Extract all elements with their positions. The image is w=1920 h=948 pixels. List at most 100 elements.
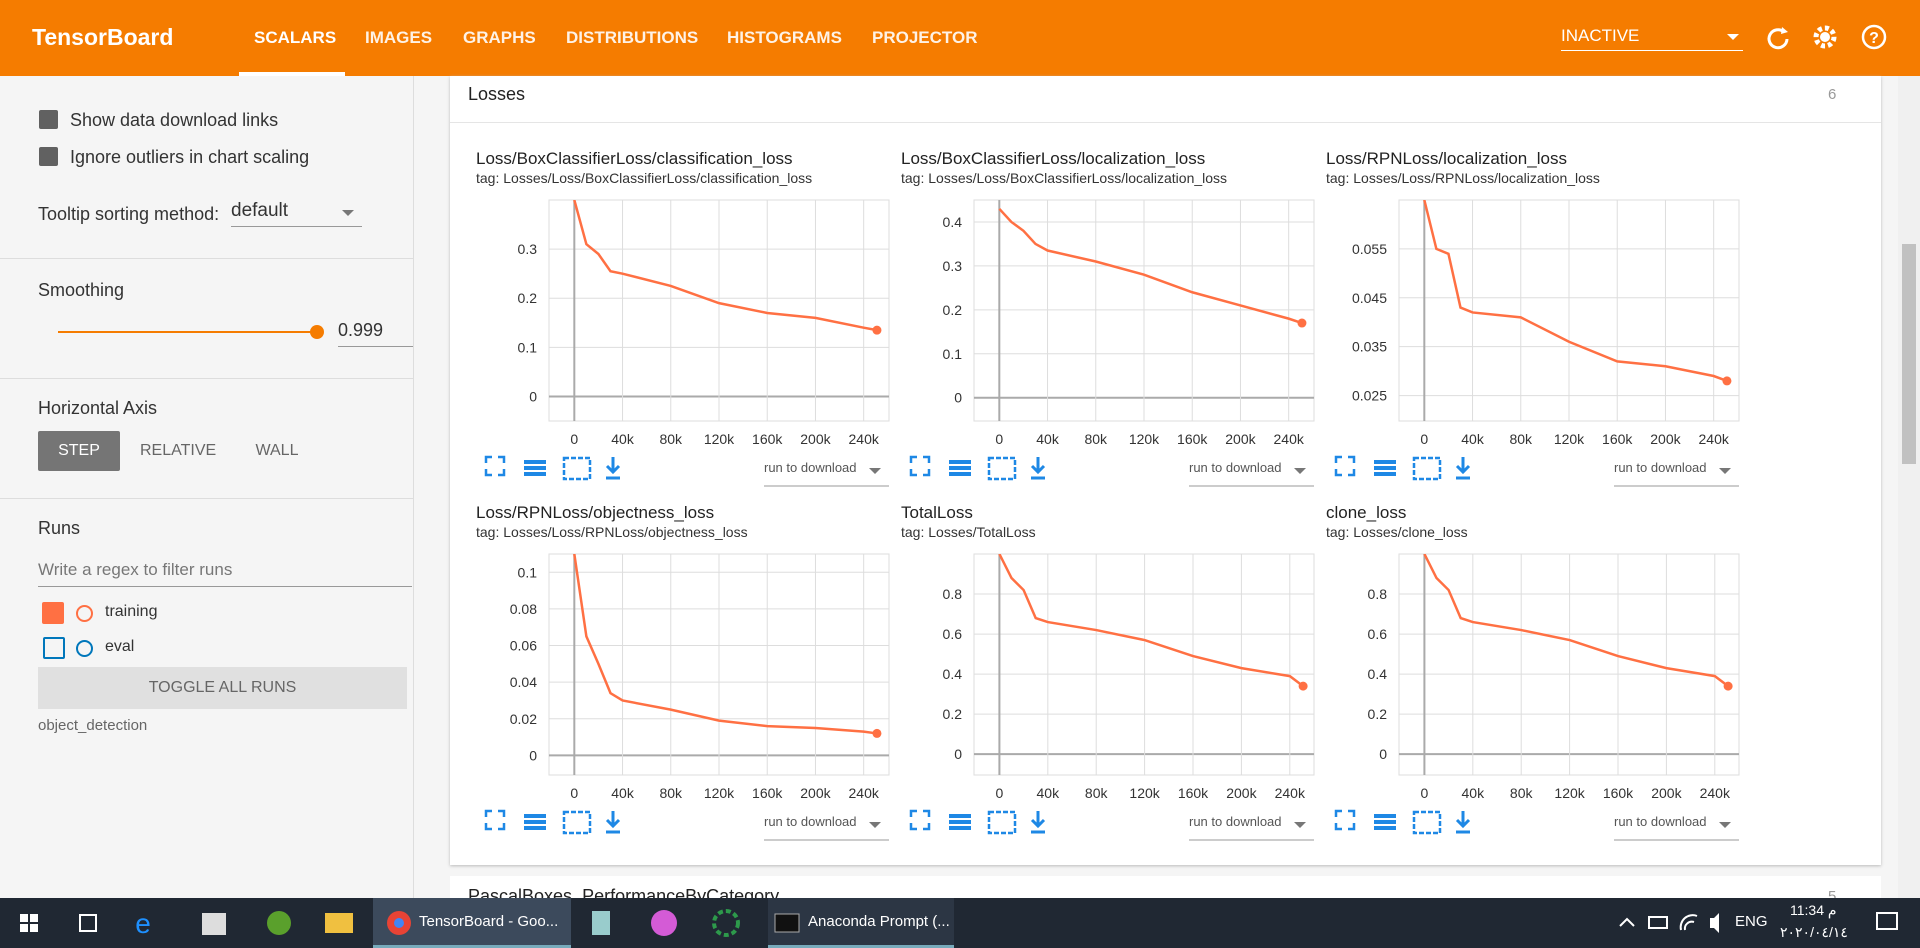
data-toggle-icon[interactable] [1374,814,1396,818]
download-select[interactable]: run to download [1189,814,1282,829]
data-toggle-icon[interactable] [1374,460,1396,464]
x-tick-label: 120k [1554,785,1585,801]
data-toggle-icon[interactable] [524,826,546,830]
data-toggle-icon[interactable] [949,460,971,464]
start-button[interactable] [20,914,38,932]
data-toggle-icon[interactable] [1374,466,1396,470]
battery[interactable] [1648,916,1668,929]
x-tick-label: 200k [1650,431,1681,447]
download-icon[interactable] [1455,811,1471,834]
data-toggle-icon[interactable] [949,466,971,470]
download-icon[interactable] [1030,811,1046,834]
fit-domain-icon[interactable] [1412,456,1442,481]
itunes-icon[interactable] [651,910,677,936]
tab[interactable]: IMAGES [365,28,433,47]
store-icon[interactable] [202,913,226,935]
run-color[interactable] [76,640,93,657]
y-tick-label: 0.035 [1352,339,1387,355]
tab[interactable]: PROJECTOR [872,28,978,47]
end-point [1722,376,1732,386]
fit-domain-icon[interactable] [562,456,592,481]
end-point [872,325,882,335]
data-toggle-icon[interactable] [524,472,546,476]
download-select[interactable]: run to download [1614,460,1707,475]
fit-domain-icon[interactable] [562,810,592,835]
axis-button[interactable]: RELATIVE [140,442,217,459]
edge-icon[interactable]: e [135,908,151,939]
run-color[interactable] [76,605,93,622]
expand-icon[interactable] [1334,809,1356,831]
tab[interactable]: DISTRIBUTIONS [566,28,699,47]
x-tick-label: 0 [1420,431,1428,447]
utorrent-icon[interactable] [267,911,291,935]
series-line [573,200,878,332]
slider-knob[interactable] [310,325,324,339]
explorer-icon[interactable] [325,913,353,933]
data-toggle-icon[interactable] [1374,826,1396,830]
taskbar-icons[interactable]: e [0,898,1000,948]
download-icon[interactable] [1030,457,1046,480]
expand-icon[interactable] [484,455,506,477]
expand-icon[interactable] [909,809,931,831]
checkbox[interactable] [39,110,58,129]
fit-domain-icon[interactable] [1412,810,1442,835]
data-toggle-icon[interactable] [524,820,546,824]
checkbox[interactable] [39,147,58,166]
download-select[interactable]: run to download [1614,814,1707,829]
y-tick-label: 0.025 [1352,388,1387,404]
expand-icon[interactable] [484,809,506,831]
plot-area [1398,553,1740,776]
download-icon[interactable] [1455,457,1471,480]
fit-domain-icon[interactable] [987,456,1017,481]
tray-expand[interactable] [1619,917,1635,927]
help-icon[interactable] [1861,24,1887,50]
tab[interactable]: SCALARS [254,28,337,47]
download-select[interactable]: run to download [764,814,857,829]
data-toggle-icon[interactable] [949,814,971,818]
volume[interactable] [1710,913,1719,933]
tray[interactable] [1615,898,1915,948]
expand-icon[interactable] [909,455,931,477]
data-toggle-icon[interactable] [524,460,546,464]
smoothing-input[interactable]: 0.999 [338,320,413,347]
fit-domain-icon[interactable] [987,810,1017,835]
download-icon[interactable] [605,457,621,480]
download-select[interactable]: run to download [764,460,857,475]
tab[interactable]: GRAPHS [463,28,536,47]
series-line [998,554,1304,688]
download-icon[interactable] [605,811,621,834]
header-icons[interactable]: ? [1760,24,1900,54]
data-toggle-icon[interactable] [949,820,971,824]
data-toggle-icon[interactable] [949,826,971,830]
run-filter[interactable]: Write a regex to filter runs [38,560,412,587]
x-tick-label: 40k [1037,785,1061,801]
chart-tag: tag: Losses/Loss/BoxClassifierLoss/class… [476,170,812,186]
run-checkbox[interactable] [43,637,65,659]
toggle-button[interactable]: TOGGLE ALL RUNS [38,667,407,709]
tooltip-select[interactable]: default [231,200,362,227]
scroll-thumb[interactable] [1902,244,1916,464]
reload-icon[interactable] [1767,28,1789,50]
settings-icon[interactable] [1813,25,1837,49]
expand-icon[interactable] [1334,455,1356,477]
tab[interactable]: HISTOGRAMS [727,28,842,47]
chart-tag: tag: Losses/Loss/RPNLoss/objectness_loss [476,524,748,540]
data-toggle-icon[interactable] [524,466,546,470]
loader-icon[interactable] [712,909,740,937]
wifi[interactable] [1679,914,1698,931]
x-tick-label: 40k [611,431,635,447]
data-toggle-icon[interactable] [1374,820,1396,824]
axis-button[interactable]: WALL [255,442,299,459]
notifications[interactable] [1876,912,1898,930]
data-toggle-icon[interactable] [949,472,971,476]
end-point [872,728,882,738]
data-toggle-icon[interactable] [524,814,546,818]
data-toggle-icon[interactable] [1374,472,1396,476]
notes-icon[interactable] [592,911,610,935]
download-select[interactable]: run to download [1189,460,1282,475]
run-status-select[interactable]: INACTIVE [1561,26,1743,51]
axis-button[interactable]: STEP [38,431,120,471]
task-view[interactable] [79,914,97,932]
scrollbar[interactable] [1898,76,1920,898]
run-checkbox[interactable] [42,602,64,624]
